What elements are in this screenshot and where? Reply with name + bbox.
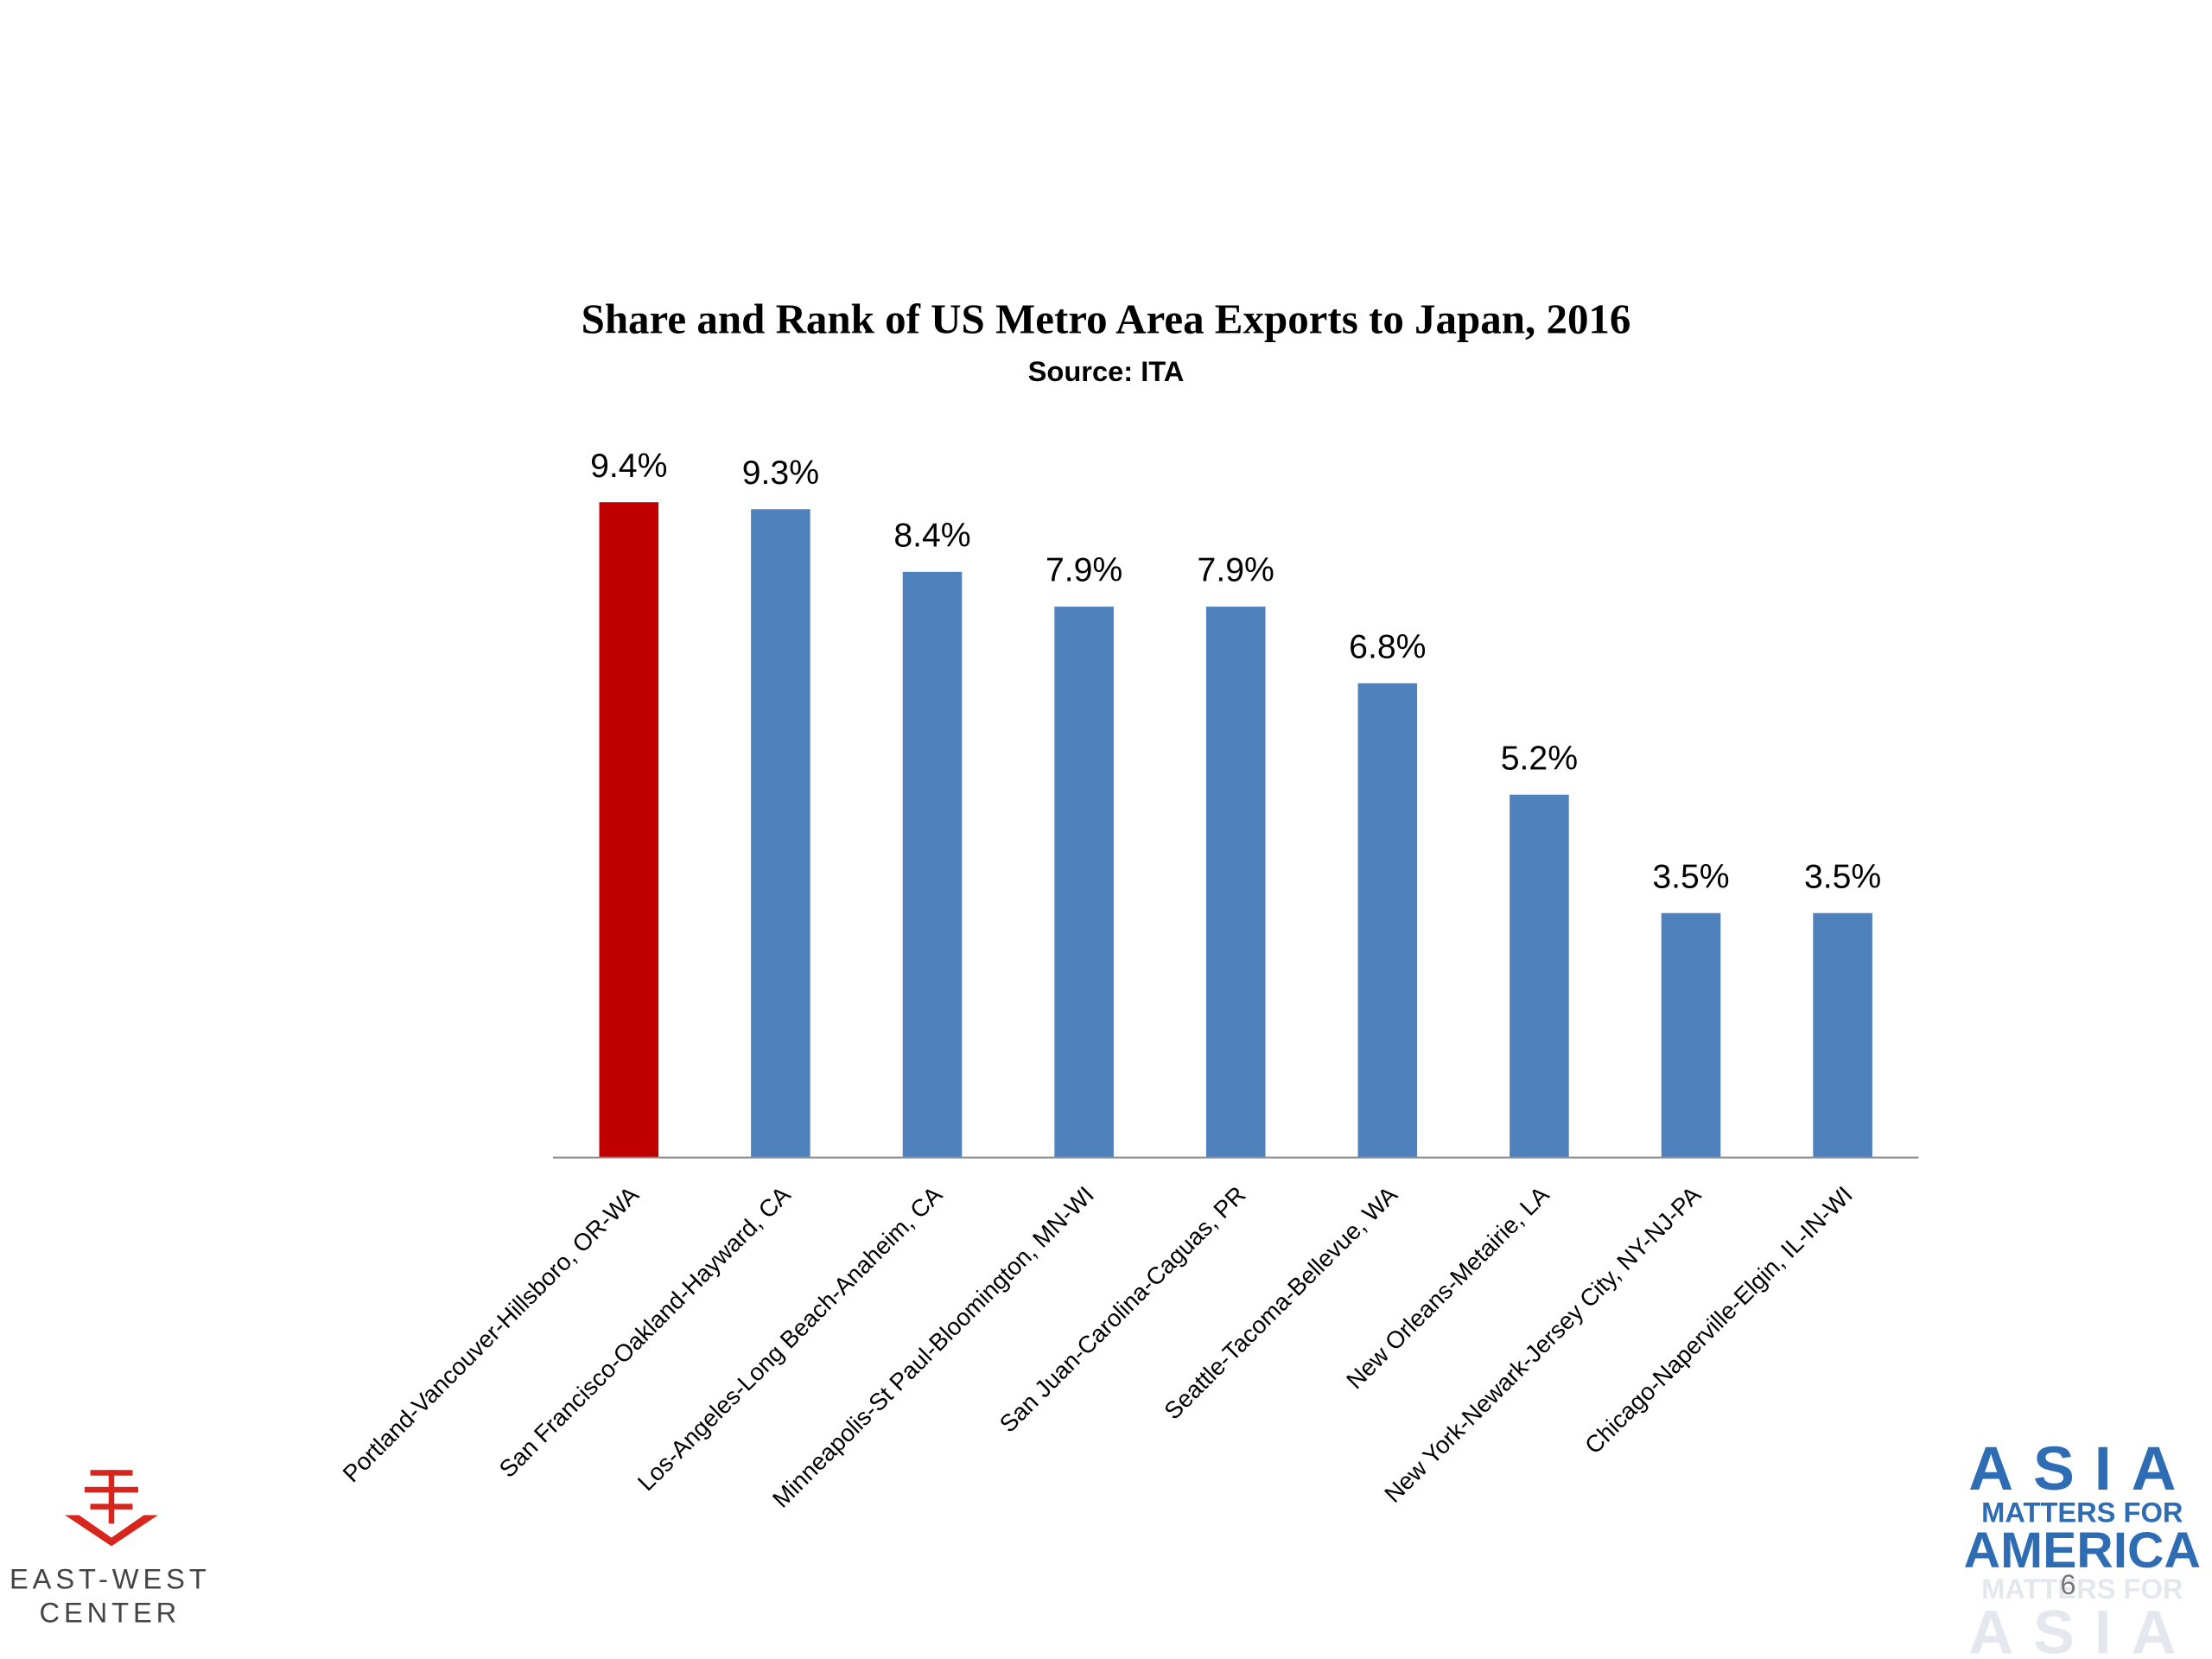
bar [902,571,963,1157]
page-number: 6 [2060,1568,2075,1600]
data-label: 7.9% [1198,552,1274,589]
logo-text: MATTERS FOR [1981,1497,2183,1529]
logo-text: CENTER [40,1597,181,1629]
data-label: 5.2% [1501,740,1578,777]
data-label: 9.4% [590,448,667,485]
bar [1510,794,1569,1157]
data-label: 8.4% [893,517,970,554]
bar [1661,912,1721,1157]
data-label: 6.8% [1349,628,1426,665]
logo-text: AMERICA [1964,1522,2201,1579]
logo-text-faded: ASIA [1968,1598,2196,1659]
bar [751,509,810,1157]
logo-text-faded: MATTERS FOR [1981,1573,2183,1605]
logo-mark [108,1470,115,1524]
bar [1357,683,1418,1157]
data-label: 7.9% [1046,552,1122,589]
data-label: 3.5% [1652,858,1729,895]
data-label: 9.3% [742,454,819,492]
bar [1813,912,1872,1157]
logo-mark [65,1515,158,1547]
bar [1205,607,1266,1157]
bar [1054,607,1114,1157]
chart-subtitle: Source: ITA [1028,355,1185,387]
bar [599,502,659,1157]
logo-text: EAST-WEST [10,1562,211,1594]
logo-left [65,1470,158,1547]
logo-text: ASIA [1968,1434,2196,1503]
chart-title: Share and Rank of US Metro Area Exports … [582,295,1631,342]
data-label: 3.5% [1804,858,1881,895]
